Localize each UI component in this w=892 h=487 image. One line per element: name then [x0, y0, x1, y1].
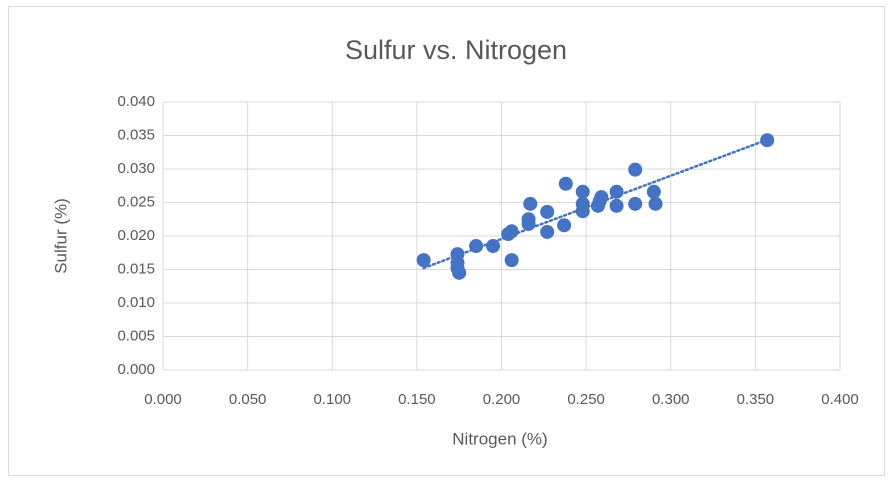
x-tick-label: 0.150	[398, 391, 436, 408]
y-tick-label: 0.035	[117, 126, 155, 143]
point	[558, 176, 573, 191]
y-tick-label: 0.040	[117, 93, 155, 110]
point	[557, 218, 572, 233]
point	[416, 253, 431, 268]
x-tick-label: 0.100	[313, 391, 351, 408]
y-tick-label: 0.005	[117, 327, 155, 344]
x-tick-label: 0.250	[567, 391, 605, 408]
x-tick-label: 0.000	[144, 391, 182, 408]
point	[452, 265, 467, 280]
x-tick-label: 0.300	[652, 391, 690, 408]
point	[504, 253, 519, 268]
point	[469, 239, 484, 254]
y-axis-title: Sulfur (%)	[51, 198, 70, 274]
point	[523, 196, 538, 211]
chart-frame	[8, 6, 885, 476]
y-tick-label: 0.030	[117, 160, 155, 177]
point	[628, 162, 643, 177]
point	[648, 196, 663, 211]
x-tick-label: 0.050	[229, 391, 267, 408]
y-tick-label: 0.020	[117, 227, 155, 244]
x-axis-title: Nitrogen (%)	[452, 429, 547, 448]
point	[540, 204, 555, 219]
point	[609, 184, 624, 199]
y-tick-label: 0.025	[117, 193, 155, 210]
point	[521, 216, 536, 231]
point	[594, 190, 609, 205]
point	[628, 196, 643, 211]
point	[504, 224, 519, 239]
point	[760, 133, 775, 148]
x-tick-label: 0.200	[483, 391, 521, 408]
point	[609, 198, 624, 213]
point	[646, 184, 661, 199]
y-tick-label: 0.000	[117, 361, 155, 378]
point	[540, 224, 555, 239]
x-tick-label: 0.350	[737, 391, 775, 408]
point	[575, 184, 590, 199]
x-tick-label: 0.400	[821, 391, 859, 408]
y-tick-label: 0.015	[117, 260, 155, 277]
y-tick-label: 0.010	[117, 294, 155, 311]
point	[486, 239, 501, 254]
chart-title: Sulfur vs. Nitrogen	[345, 35, 567, 65]
point	[575, 204, 590, 219]
